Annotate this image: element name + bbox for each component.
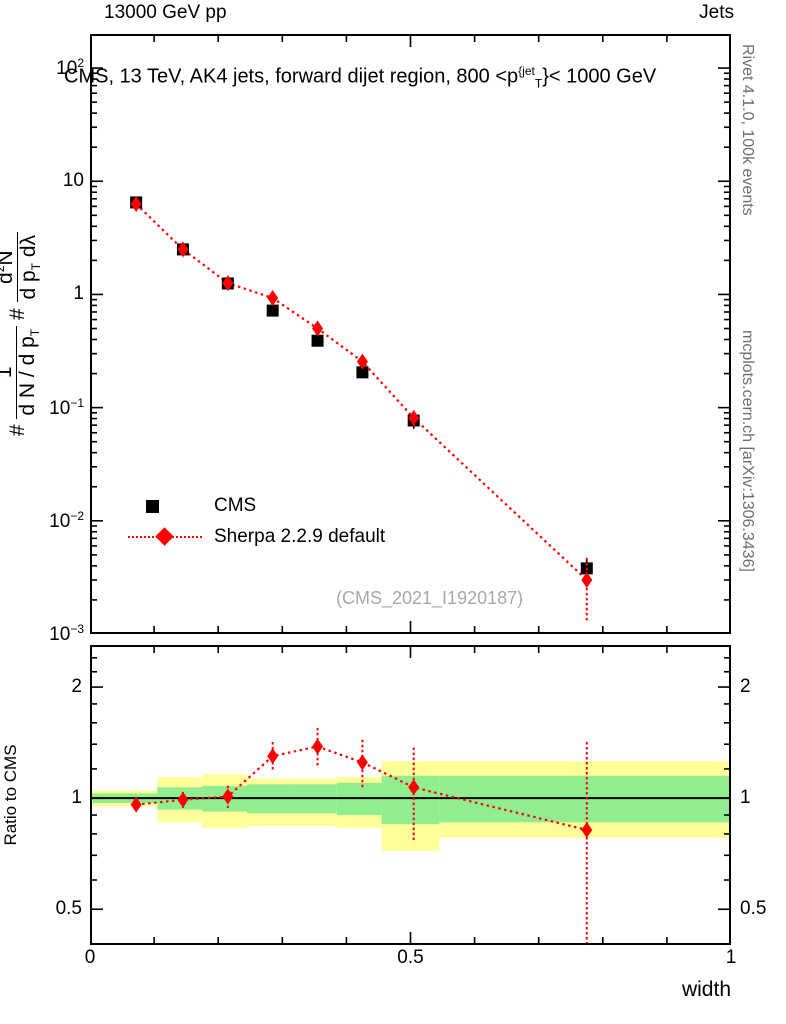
ratio-plot-panel	[90, 645, 731, 945]
plot-title: CMS, 13 TeV, AK4 jets, forward dijet reg…	[64, 64, 656, 91]
ratio-tick-label-right: 0.5	[740, 898, 767, 920]
legend-label-sherpa: Sherpa 2.2.9 default	[214, 525, 386, 547]
mcplots-credit: mcplots.cern.ch [arXiv:1306.3436]	[739, 330, 756, 572]
ratio-tick-label-left: 1	[71, 787, 82, 809]
legend-entry-cms[interactable]: CMS	[128, 490, 385, 521]
header-category-label: Jets	[699, 2, 734, 23]
legend-label-cms: CMS	[214, 494, 257, 516]
plot-title-text: CMS, 13 TeV, AK4 jets, forward dijet reg…	[64, 65, 519, 88]
y-tick-label: 10−3	[49, 621, 84, 646]
y-axis-title: # 1 d N / d pT # d2N d pT dλ	[0, 34, 43, 634]
x-tick-label: 0	[84, 947, 96, 968]
main-plot-canvas	[92, 36, 729, 632]
x-tick-label: 1	[725, 947, 737, 968]
legend-entry-sherpa[interactable]: Sherpa 2.2.9 default	[128, 521, 385, 552]
main-plot-panel	[90, 34, 731, 634]
cms-marker-icon	[128, 496, 202, 516]
sherpa-marker-icon	[128, 526, 202, 547]
legend: CMS Sherpa 2.2.9 default	[128, 490, 385, 552]
analysis-id-watermark: (CMS_2021_I1920187)	[336, 588, 524, 608]
ratio-tick-label-right: 1	[740, 787, 751, 809]
ratio-plot-canvas	[92, 647, 729, 943]
y-tick-label: 10	[62, 170, 84, 192]
x-tick-label: 0.5	[397, 947, 424, 968]
plot-title-superscript: {jet	[518, 64, 535, 78]
y-tick-label: 10−1	[49, 395, 84, 419]
plot-title-tail: }< 1000 GeV	[542, 65, 657, 88]
x-axis-title: width	[681, 978, 731, 1001]
rivet-version-credit: Rivet 4.1.0, 100k events	[739, 44, 756, 216]
header-beam-label: 13000 GeV pp	[104, 2, 227, 23]
ratio-tick-label-left: 2	[71, 676, 82, 698]
y-tick-label: 10−2	[49, 508, 84, 532]
y-tick-label: 1	[73, 283, 84, 305]
ratio-tick-label-right: 2	[740, 676, 751, 698]
y-tick-label: 102	[56, 55, 84, 80]
plot-title-subscript: T	[534, 76, 543, 91]
ratio-tick-label-left: 0.5	[55, 898, 82, 920]
